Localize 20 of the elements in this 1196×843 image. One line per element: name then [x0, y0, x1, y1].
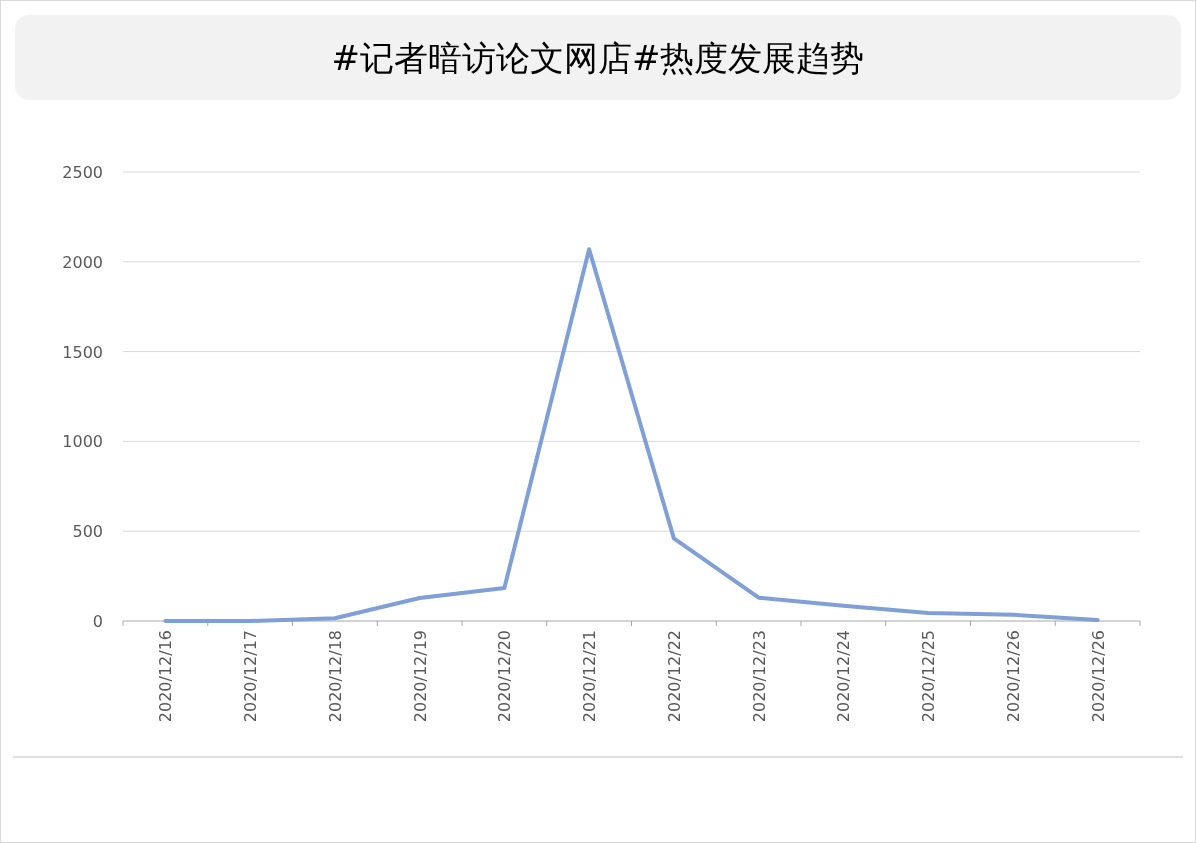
x-tick-label: 2020/12/18 — [325, 630, 345, 723]
x-tick-label: 2020/12/19 — [410, 630, 430, 723]
x-tick-label: 2020/12/24 — [834, 630, 854, 723]
x-tick-label: 2020/12/17 — [241, 630, 261, 723]
y-tick-label: 2500 — [62, 163, 103, 182]
x-tick-label: 2020/12/26 — [1088, 630, 1108, 723]
chart-title: #记者暗访论文网店#热度发展趋势 — [331, 38, 865, 78]
x-tick-label: 2020/12/16 — [156, 630, 176, 723]
line-series — [163, 247, 1100, 623]
y-tick-label: 500 — [72, 522, 103, 542]
x-tick-label: 2020/12/23 — [749, 630, 769, 723]
y-tick-label: 1000 — [62, 432, 103, 452]
x-tick-label: 2020/12/25 — [919, 630, 939, 723]
y-tick-label: 0 — [92, 612, 103, 631]
x-tick-label: 2020/12/20 — [495, 630, 515, 723]
y-tick-label: 2000 — [62, 252, 103, 272]
y-tick-label: 1500 — [62, 342, 103, 362]
x-tick-label: 2020/12/22 — [664, 630, 684, 723]
x-tick-label: 2020/12/21 — [580, 630, 600, 723]
x-tick-label: 2020/12/26 — [1003, 630, 1023, 723]
